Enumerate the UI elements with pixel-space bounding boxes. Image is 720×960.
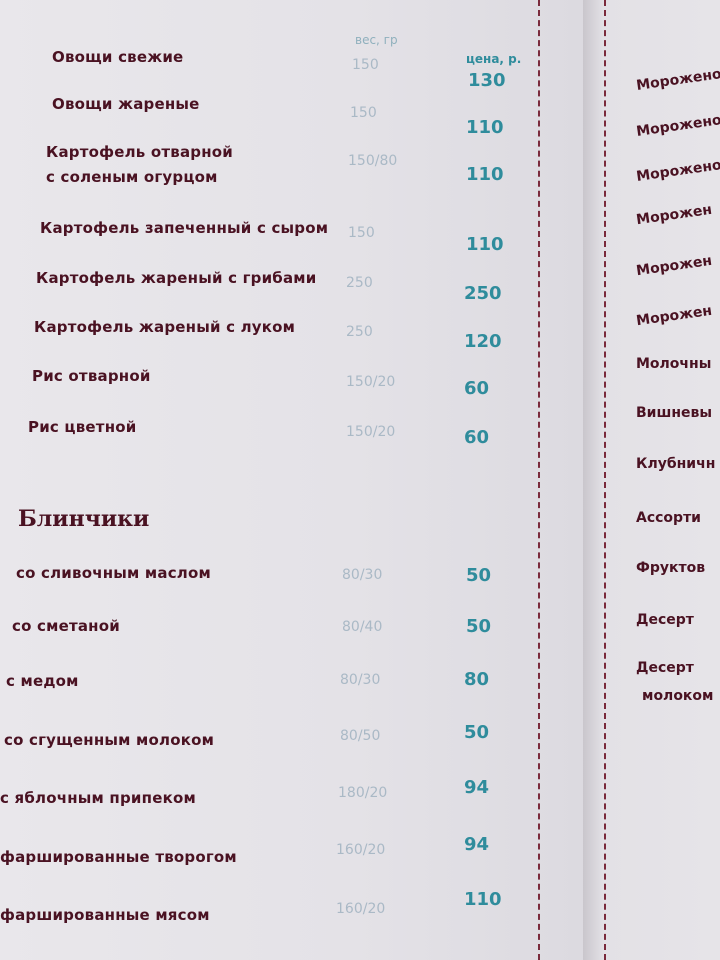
item-weight: 160/20 <box>336 901 386 917</box>
right-page-item: Клубничн <box>636 456 716 472</box>
item-price: 60 <box>464 427 490 448</box>
item-name: Картофель отварной <box>46 143 233 161</box>
item-name: со сгущенным молоком <box>4 731 215 749</box>
menu-left-page <box>0 0 585 960</box>
item-name: фаршированные мясом <box>0 906 210 924</box>
item-weight: 80/40 <box>342 619 383 635</box>
item-weight: 80/30 <box>340 672 381 688</box>
item-price: 50 <box>464 722 490 743</box>
item-name: с яблочным припеком <box>0 789 196 807</box>
right-page-item: Молочны <box>636 356 712 372</box>
item-price: 120 <box>464 331 502 352</box>
item-name-line2: с соленым огурцом <box>46 168 218 186</box>
divider-line <box>538 0 540 960</box>
item-weight: 250 <box>346 324 373 340</box>
item-price: 50 <box>466 565 492 586</box>
item-name: Картофель жареный с грибами <box>36 269 317 287</box>
item-price: 250 <box>464 283 502 304</box>
right-page-item: Десерт <box>636 660 694 676</box>
item-weight: 150/20 <box>346 374 396 390</box>
weight-header: вес, гр <box>355 33 398 47</box>
section-heading: Блинчики <box>18 506 150 532</box>
item-weight: 250 <box>346 275 373 291</box>
item-price: 50 <box>466 616 492 637</box>
item-price: 110 <box>466 117 504 138</box>
right-page-item: Ассорти <box>636 510 701 526</box>
item-price: 94 <box>464 834 490 855</box>
price-header: цена, р. <box>466 52 522 66</box>
item-price: 110 <box>466 234 504 255</box>
item-weight: 150 <box>350 105 377 121</box>
item-name: Овощи жареные <box>52 95 200 113</box>
item-weight: 80/50 <box>340 728 381 744</box>
item-name: со сметаной <box>12 617 120 635</box>
item-name: Овощи свежие <box>52 48 184 66</box>
right-page-item: Десерт <box>636 612 694 628</box>
item-name: со сливочным маслом <box>16 564 211 582</box>
item-weight: 80/30 <box>342 567 383 583</box>
item-name: с медом <box>6 672 79 690</box>
item-weight: 150 <box>348 225 375 241</box>
item-weight: 150/20 <box>346 424 396 440</box>
right-page-item: Вишневы <box>636 405 713 421</box>
item-weight: 160/20 <box>336 842 386 858</box>
right-page-item: Фруктов <box>636 560 706 576</box>
item-name: Картофель запеченный с сыром <box>40 219 329 237</box>
item-price: 80 <box>464 669 490 690</box>
item-name: Рис цветной <box>28 418 137 436</box>
item-weight: 180/20 <box>338 785 388 801</box>
item-name: фаршированные творогом <box>0 848 237 866</box>
item-price: 110 <box>464 889 502 910</box>
item-price: 94 <box>464 777 490 798</box>
item-name: Картофель жареный с луком <box>34 318 296 336</box>
item-price: 60 <box>464 378 490 399</box>
item-price: 110 <box>466 164 504 185</box>
divider-line-right <box>604 0 606 960</box>
item-price: 130 <box>468 70 506 91</box>
right-page-item: молоком <box>642 688 714 704</box>
item-weight: 150/80 <box>348 153 398 169</box>
item-name: Рис отварной <box>32 367 151 385</box>
item-weight: 150 <box>352 57 379 73</box>
